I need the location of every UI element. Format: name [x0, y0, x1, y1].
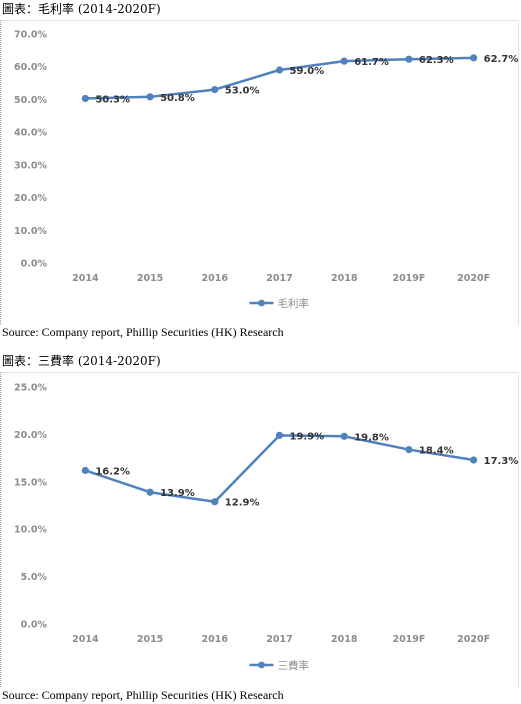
chart-1-frame: 0.0% 10.0% 20.0% 30.0% 40.0% 50.0% 60.0% 70.0% 2… [0, 20, 519, 325]
data-label: 18.4% [419, 446, 454, 457]
x-tick-label: 2014 [72, 273, 99, 284]
y-tick-label: 20.0% [14, 193, 47, 204]
data-point [470, 456, 478, 464]
data-point [340, 57, 348, 65]
data-label: 53.0% [225, 86, 260, 97]
series-line [85, 56, 474, 100]
x-tick-label: 2020F [457, 273, 490, 284]
data-point [211, 86, 219, 94]
data-label: 12.9% [225, 498, 260, 509]
data-label: 19.8% [354, 432, 389, 443]
x-tick-label: 2014 [72, 634, 99, 645]
chart-1-title: 圖表：毛利率 (2014-2020F) [2, 2, 161, 16]
data-point [146, 488, 154, 496]
data-label: 17.3% [484, 456, 518, 467]
y-tick-label: 30.0% [14, 160, 47, 171]
x-tick-label: 2019F [392, 273, 425, 284]
legend-label: 毛利率 [278, 297, 310, 310]
data-point [81, 466, 89, 475]
x-tick-label: 2015 [137, 273, 163, 284]
x-tick-label: 2016 [202, 273, 229, 284]
legend-label: 三費率 [278, 659, 310, 672]
data-point [340, 432, 348, 440]
chart-2-frame: 0.0% 5.0% 10.0% 15.0% 20.0% 25.0% 2014 2015 2016… [0, 372, 519, 687]
x-tick-label: 2017 [266, 273, 292, 284]
y-tick-label: 10.0% [14, 226, 47, 237]
y-tick-label: 25.0% [14, 383, 47, 394]
legend-marker [258, 299, 265, 307]
x-tick-label: 2018 [331, 273, 358, 284]
y-tick-label: 10.0% [14, 525, 47, 536]
data-label: 16.2% [95, 466, 130, 477]
x-tick-label: 2020F [457, 634, 490, 645]
data-point [275, 66, 284, 74]
data-label: 62.3% [419, 55, 454, 66]
data-point [211, 498, 219, 506]
y-tick-label: 0.0% [21, 259, 48, 270]
x-tick-label: 2019F [392, 634, 425, 645]
x-tick-label: 2017 [266, 634, 292, 645]
y-tick-label: 40.0% [14, 128, 47, 139]
chart-1-plot: 0.0% 10.0% 20.0% 30.0% 40.0% 50.0% 60.0% 70.0% 2… [14, 30, 518, 311]
x-tick-label: 2015 [137, 634, 163, 645]
series-line [84, 434, 474, 503]
data-label: 50.8% [160, 93, 195, 104]
data-point [81, 94, 89, 103]
data-label: 61.7% [354, 57, 389, 68]
y-tick-label: 15.0% [14, 477, 47, 488]
data-point [146, 93, 154, 101]
y-tick-label: 0.0% [21, 620, 48, 631]
x-tick-label: 2018 [331, 634, 358, 645]
y-tick-label: 60.0% [14, 62, 47, 73]
chart-2-source: Source: Company report, Phillip Securiti… [2, 688, 284, 702]
data-point [405, 445, 413, 454]
x-tick-label: 2016 [202, 634, 229, 645]
data-label: 19.9% [290, 431, 325, 442]
data-label: 59.0% [290, 66, 325, 77]
chart-2-title: 圖表：三費率 (2014-2020F) [2, 354, 161, 368]
data-point [470, 54, 478, 62]
data-label: 62.7% [484, 54, 518, 65]
data-label: 50.3% [95, 94, 130, 105]
legend-marker [258, 661, 265, 669]
y-tick-label: 20.0% [14, 430, 47, 441]
data-label: 13.9% [160, 488, 195, 499]
y-tick-label: 50.0% [14, 95, 47, 106]
chart-2-plot: 0.0% 5.0% 10.0% 15.0% 20.0% 25.0% 2014 2015 2016… [14, 383, 518, 673]
y-tick-label: 5.0% [21, 572, 48, 583]
data-point [275, 431, 284, 439]
chart-1-source: Source: Company report, Phillip Securiti… [2, 325, 284, 339]
data-point [405, 55, 413, 63]
y-tick-label: 70.0% [14, 30, 47, 41]
